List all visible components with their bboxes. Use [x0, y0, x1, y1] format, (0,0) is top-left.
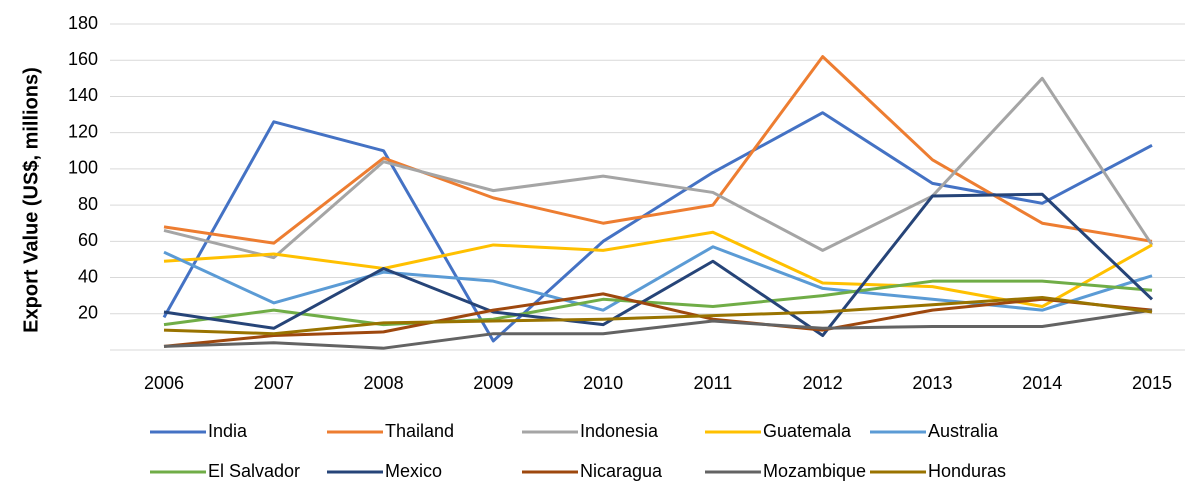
- y-tick-label: 60: [78, 230, 98, 250]
- series-line: [163, 292, 1153, 348]
- x-tick-label: 2012: [803, 373, 843, 393]
- y-tick-label: 120: [68, 121, 98, 141]
- legend-label: Thailand: [385, 421, 454, 441]
- y-tick-label: 100: [68, 158, 98, 178]
- x-tick-label: 2006: [144, 373, 184, 393]
- series-line: [163, 279, 1153, 327]
- series-line: [163, 308, 1153, 350]
- legend-label: Honduras: [928, 461, 1006, 481]
- x-tick-label: 2009: [473, 373, 513, 393]
- y-tick-label: 180: [68, 13, 98, 33]
- x-tick-label: 2010: [583, 373, 623, 393]
- y-tick-label: 80: [78, 194, 98, 214]
- legend-label: India: [208, 421, 248, 441]
- legend-label: Indonesia: [580, 421, 659, 441]
- x-tick-label: 2014: [1022, 373, 1062, 393]
- series-line: [162, 111, 1153, 343]
- series-line: [163, 55, 1153, 245]
- legend-label: Australia: [928, 421, 999, 441]
- x-tick-label: 2013: [912, 373, 952, 393]
- x-tick-label: 2011: [694, 373, 733, 393]
- legend-label: Mexico: [385, 461, 442, 481]
- series-line: [163, 295, 1153, 336]
- x-tick-label: 2008: [364, 373, 404, 393]
- x-tick-label: 2015: [1132, 373, 1172, 393]
- legend-label: Nicaragua: [580, 461, 663, 481]
- legend-label: Guatemala: [763, 421, 852, 441]
- y-tick-label: 140: [68, 85, 98, 105]
- series-line: [163, 76, 1154, 260]
- x-tick-label: 2007: [254, 373, 294, 393]
- y-axis-label: Export Value (US$, millions): [20, 67, 42, 333]
- series-line: [163, 230, 1153, 309]
- series-line: [163, 192, 1154, 338]
- y-tick-label: 20: [78, 303, 98, 323]
- legend-label: Mozambique: [763, 461, 866, 481]
- y-tick-label: 160: [68, 49, 98, 69]
- legend-label: El Salvador: [208, 461, 300, 481]
- y-tick-label: 40: [78, 266, 98, 286]
